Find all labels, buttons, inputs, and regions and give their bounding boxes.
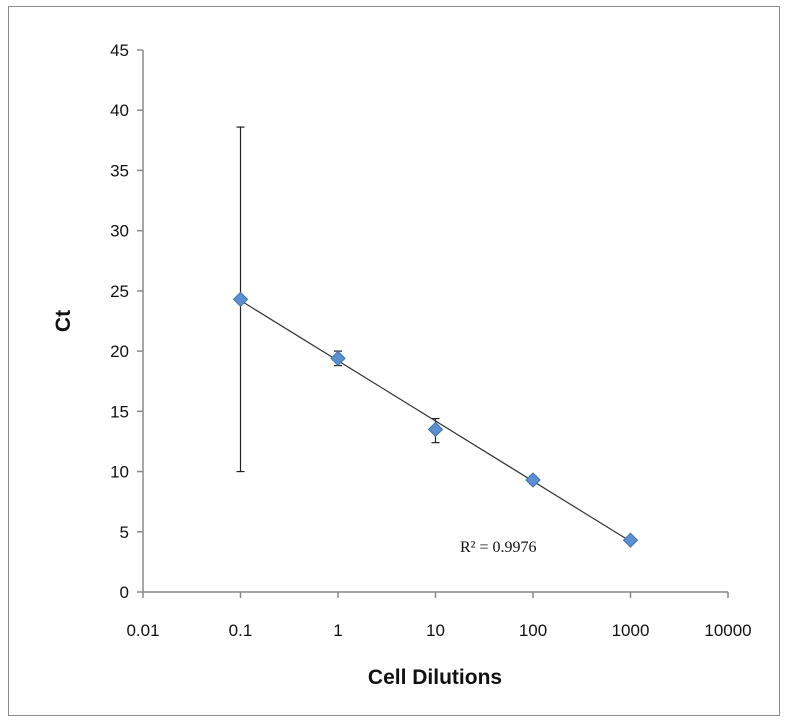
y-tick-label: 0 (120, 583, 129, 602)
x-tick-label: 0.01 (126, 621, 159, 640)
y-tick-label: 30 (110, 222, 129, 241)
y-tick-label: 10 (110, 463, 129, 482)
ticks: 0 5 10 15 20 25 30 35 40 45 0.01 0.1 1 10 100 1000 10000 (110, 41, 752, 640)
data-points (232, 291, 639, 548)
x-tick-label: 1000 (612, 621, 650, 640)
x-tick-label: 10000 (704, 621, 751, 640)
x-axis-title: Cell Dilutions (368, 666, 502, 689)
y-tick-label: 45 (110, 41, 129, 60)
trendline-line (240, 300, 631, 542)
x-tick-label: 0.1 (229, 621, 253, 640)
chart-frame (8, 6, 780, 716)
y-tick-label: 35 (110, 161, 129, 180)
data-point (427, 421, 444, 438)
trendline (240, 300, 631, 542)
x-tick-label: 100 (519, 621, 547, 640)
y-tick-label: 40 (110, 101, 129, 120)
y-tick-label: 15 (110, 402, 129, 421)
y-tick-label: 5 (120, 523, 129, 542)
data-point (330, 350, 346, 367)
y-axis-title: Ct (52, 310, 75, 332)
data-point (622, 532, 639, 548)
x-tick-label: 10 (426, 621, 445, 640)
data-point (232, 291, 249, 308)
y-tick-label: 25 (110, 282, 129, 301)
data-point (525, 472, 541, 488)
y-tick-label: 20 (110, 342, 129, 361)
axes (142, 50, 728, 593)
r-squared-annotation: R² = 0.9976 (460, 539, 537, 556)
x-tick-label: 1 (333, 621, 342, 640)
